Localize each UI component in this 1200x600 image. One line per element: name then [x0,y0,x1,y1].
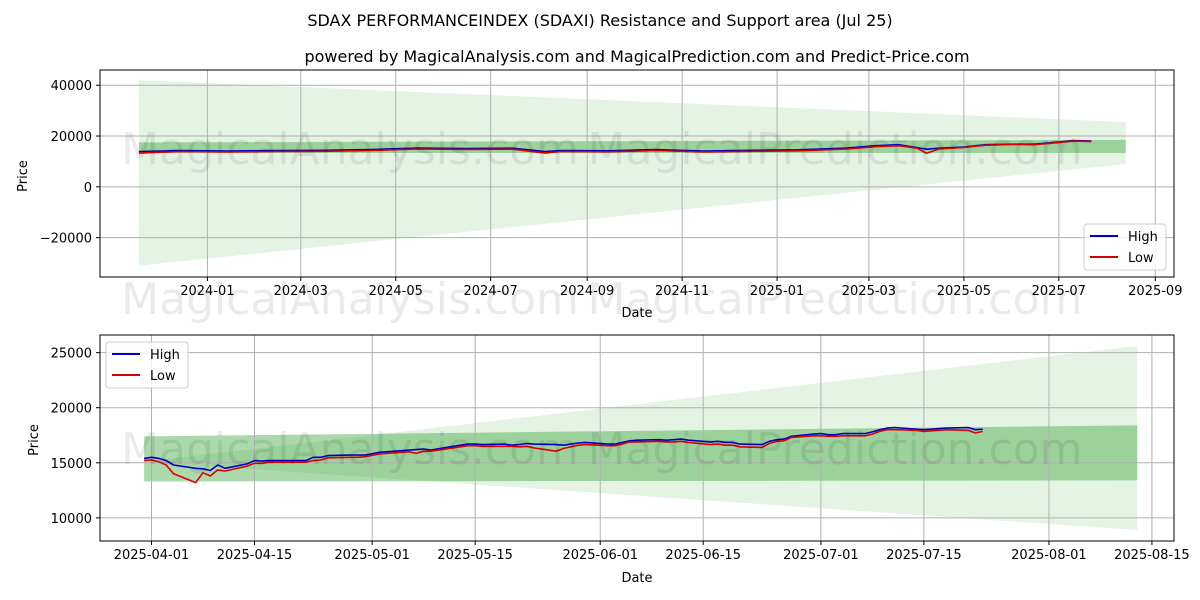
bottom-y-tick-label: 25000 [51,347,92,362]
top-x-tick-label: 2025-01 [750,284,804,299]
bottom-x-tick-label: 2025-06-15 [665,548,741,563]
top-y-tick-label: 0 [84,181,92,196]
bottom-y-tick-label: 10000 [51,512,92,527]
bottom-legend-low-label: Low [150,369,176,384]
bottom-series-high-line [143,426,983,472]
bottom-x-tick-label: 2025-04-01 [114,548,190,563]
bottom-ylabel: Price [27,424,42,456]
top-chart-subtitle: powered by MagicalAnalysis.com and Magic… [304,47,969,66]
top-x-tick-label: 2025-07 [1032,284,1086,299]
bottom-x-tick-label: 2025-08-01 [1011,548,1087,563]
bottom-region-narrow [144,425,1138,482]
bottom-x-tick-label: 2025-04-15 [217,548,293,563]
top-legend-high-label: High [1128,230,1158,245]
bottom-legend: High Low [105,341,189,389]
top-chart: powered by MagicalAnalysis.com and Magic… [16,47,1182,321]
top-x-tick-label: 2024-11 [655,284,709,299]
watermark-top-right: MagicalPrediction.com [588,124,1083,175]
bottom-xlabel: Date [621,571,652,586]
top-xlabel: Date [621,306,652,321]
top-region-wide [138,80,1126,266]
watermark-top-left: MagicalAnalysis.com [121,124,579,175]
top-x-tick-label: 2025-09 [1128,284,1182,299]
bottom-x-tick-label: 2025-08-15 [1114,548,1190,563]
top-legend-low-label: Low [1128,251,1154,266]
bottom-x-tick-label: 2025-07-15 [886,548,962,563]
top-series-low-line [138,140,1092,155]
watermarks: MagicalAnalysis.com MagicalPrediction.co… [121,124,1082,475]
watermark-bottom-right: MagicalPrediction.com [588,424,1083,475]
top-y-tick-label: −20000 [40,232,92,247]
bottom-y-tick-label: 15000 [51,457,92,472]
top-x-tick-label: 2024-01 [180,284,234,299]
bottom-x-tick-label: 2025-05-01 [334,548,410,563]
bottom-plot-area: 2025-04-01 2025-04-15 2025-05-01 2025-05-15… [51,334,1190,563]
bottom-legend-high-label: High [150,348,180,363]
bottom-series-low-line [144,428,983,484]
bottom-y-tick-label: 20000 [51,402,92,417]
top-y-tick-label: 40000 [51,79,92,94]
top-x-tick-label: 2025-03 [842,284,896,299]
bottom-axes-frame [99,334,1175,542]
top-ylabel: Price [16,160,31,192]
watermark-mid-left: MagicalAnalysis.com [121,274,579,325]
top-plot-area: 2024-01 2024-03 2024-05 2024-07 2024-09 2024-… [40,69,1182,299]
bottom-x-tick-label: 2025-06-01 [562,548,638,563]
bottom-x-tick-label: 2025-07-01 [783,548,859,563]
top-y-tick-label: 20000 [51,130,92,145]
top-x-tick-label: 2025-05 [937,284,991,299]
top-x-tick-label: 2024-07 [464,284,518,299]
top-axes-frame [99,69,1175,278]
top-legend: High Low [1083,223,1167,271]
figure-title: SDAX PERFORMANCEINDEX (SDAXI) Resistance… [307,11,892,30]
watermark-mid-right: MagicalPrediction.com [588,274,1083,325]
bottom-x-tick-label: 2025-05-15 [437,548,513,563]
top-x-tick-label: 2024-09 [560,284,614,299]
top-x-tick-label: 2024-05 [369,284,423,299]
watermark-bottom-left: MagicalAnalysis.com [121,424,579,475]
bottom-region-wide [144,346,1138,530]
top-x-tick-label: 2024-03 [274,284,328,299]
bottom-chart: 2025-04-01 2025-04-15 2025-05-01 2025-05-15… [27,334,1190,586]
